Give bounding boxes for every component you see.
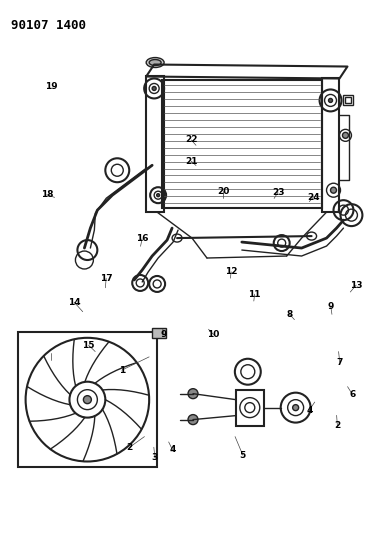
Text: 10: 10 (207, 330, 220, 339)
Text: 2: 2 (334, 422, 341, 431)
Text: 24: 24 (307, 193, 319, 202)
Text: 16: 16 (136, 235, 148, 244)
Ellipse shape (149, 60, 161, 66)
Circle shape (293, 405, 299, 410)
Text: 1: 1 (119, 366, 125, 375)
Bar (343, 95, 354, 106)
Circle shape (330, 187, 336, 193)
Text: 11: 11 (249, 289, 261, 298)
Bar (152, 328, 166, 338)
Text: 20: 20 (217, 187, 230, 196)
Text: 4: 4 (306, 406, 312, 415)
Text: 3: 3 (152, 454, 158, 463)
Circle shape (343, 132, 348, 139)
Text: 21: 21 (185, 157, 198, 166)
Circle shape (157, 193, 160, 197)
Circle shape (152, 86, 156, 91)
Text: 5: 5 (240, 451, 246, 460)
Text: 22: 22 (185, 135, 198, 144)
Text: 4: 4 (169, 446, 176, 455)
Text: 9: 9 (161, 330, 167, 339)
Text: 17: 17 (100, 273, 113, 282)
Text: 14: 14 (68, 297, 80, 306)
Bar (146, 77, 164, 212)
Text: 9: 9 (328, 302, 334, 311)
Bar (321, 78, 339, 212)
Bar (345, 98, 352, 103)
Text: 7: 7 (337, 358, 343, 367)
Circle shape (328, 99, 332, 102)
Text: 19: 19 (45, 82, 58, 91)
Bar (162, 80, 321, 208)
Text: 15: 15 (82, 341, 95, 350)
Text: 18: 18 (40, 190, 53, 199)
Text: 8: 8 (287, 310, 293, 319)
Text: 6: 6 (349, 390, 356, 399)
Text: 13: 13 (350, 280, 362, 289)
Circle shape (83, 395, 91, 403)
Ellipse shape (146, 58, 164, 68)
Bar (236, 390, 264, 425)
Circle shape (188, 389, 198, 399)
Text: 23: 23 (272, 188, 284, 197)
Bar (18, 332, 157, 467)
Circle shape (188, 415, 198, 425)
Text: 2: 2 (127, 443, 133, 452)
Text: 12: 12 (225, 268, 238, 276)
Text: 90107 1400: 90107 1400 (11, 19, 86, 31)
